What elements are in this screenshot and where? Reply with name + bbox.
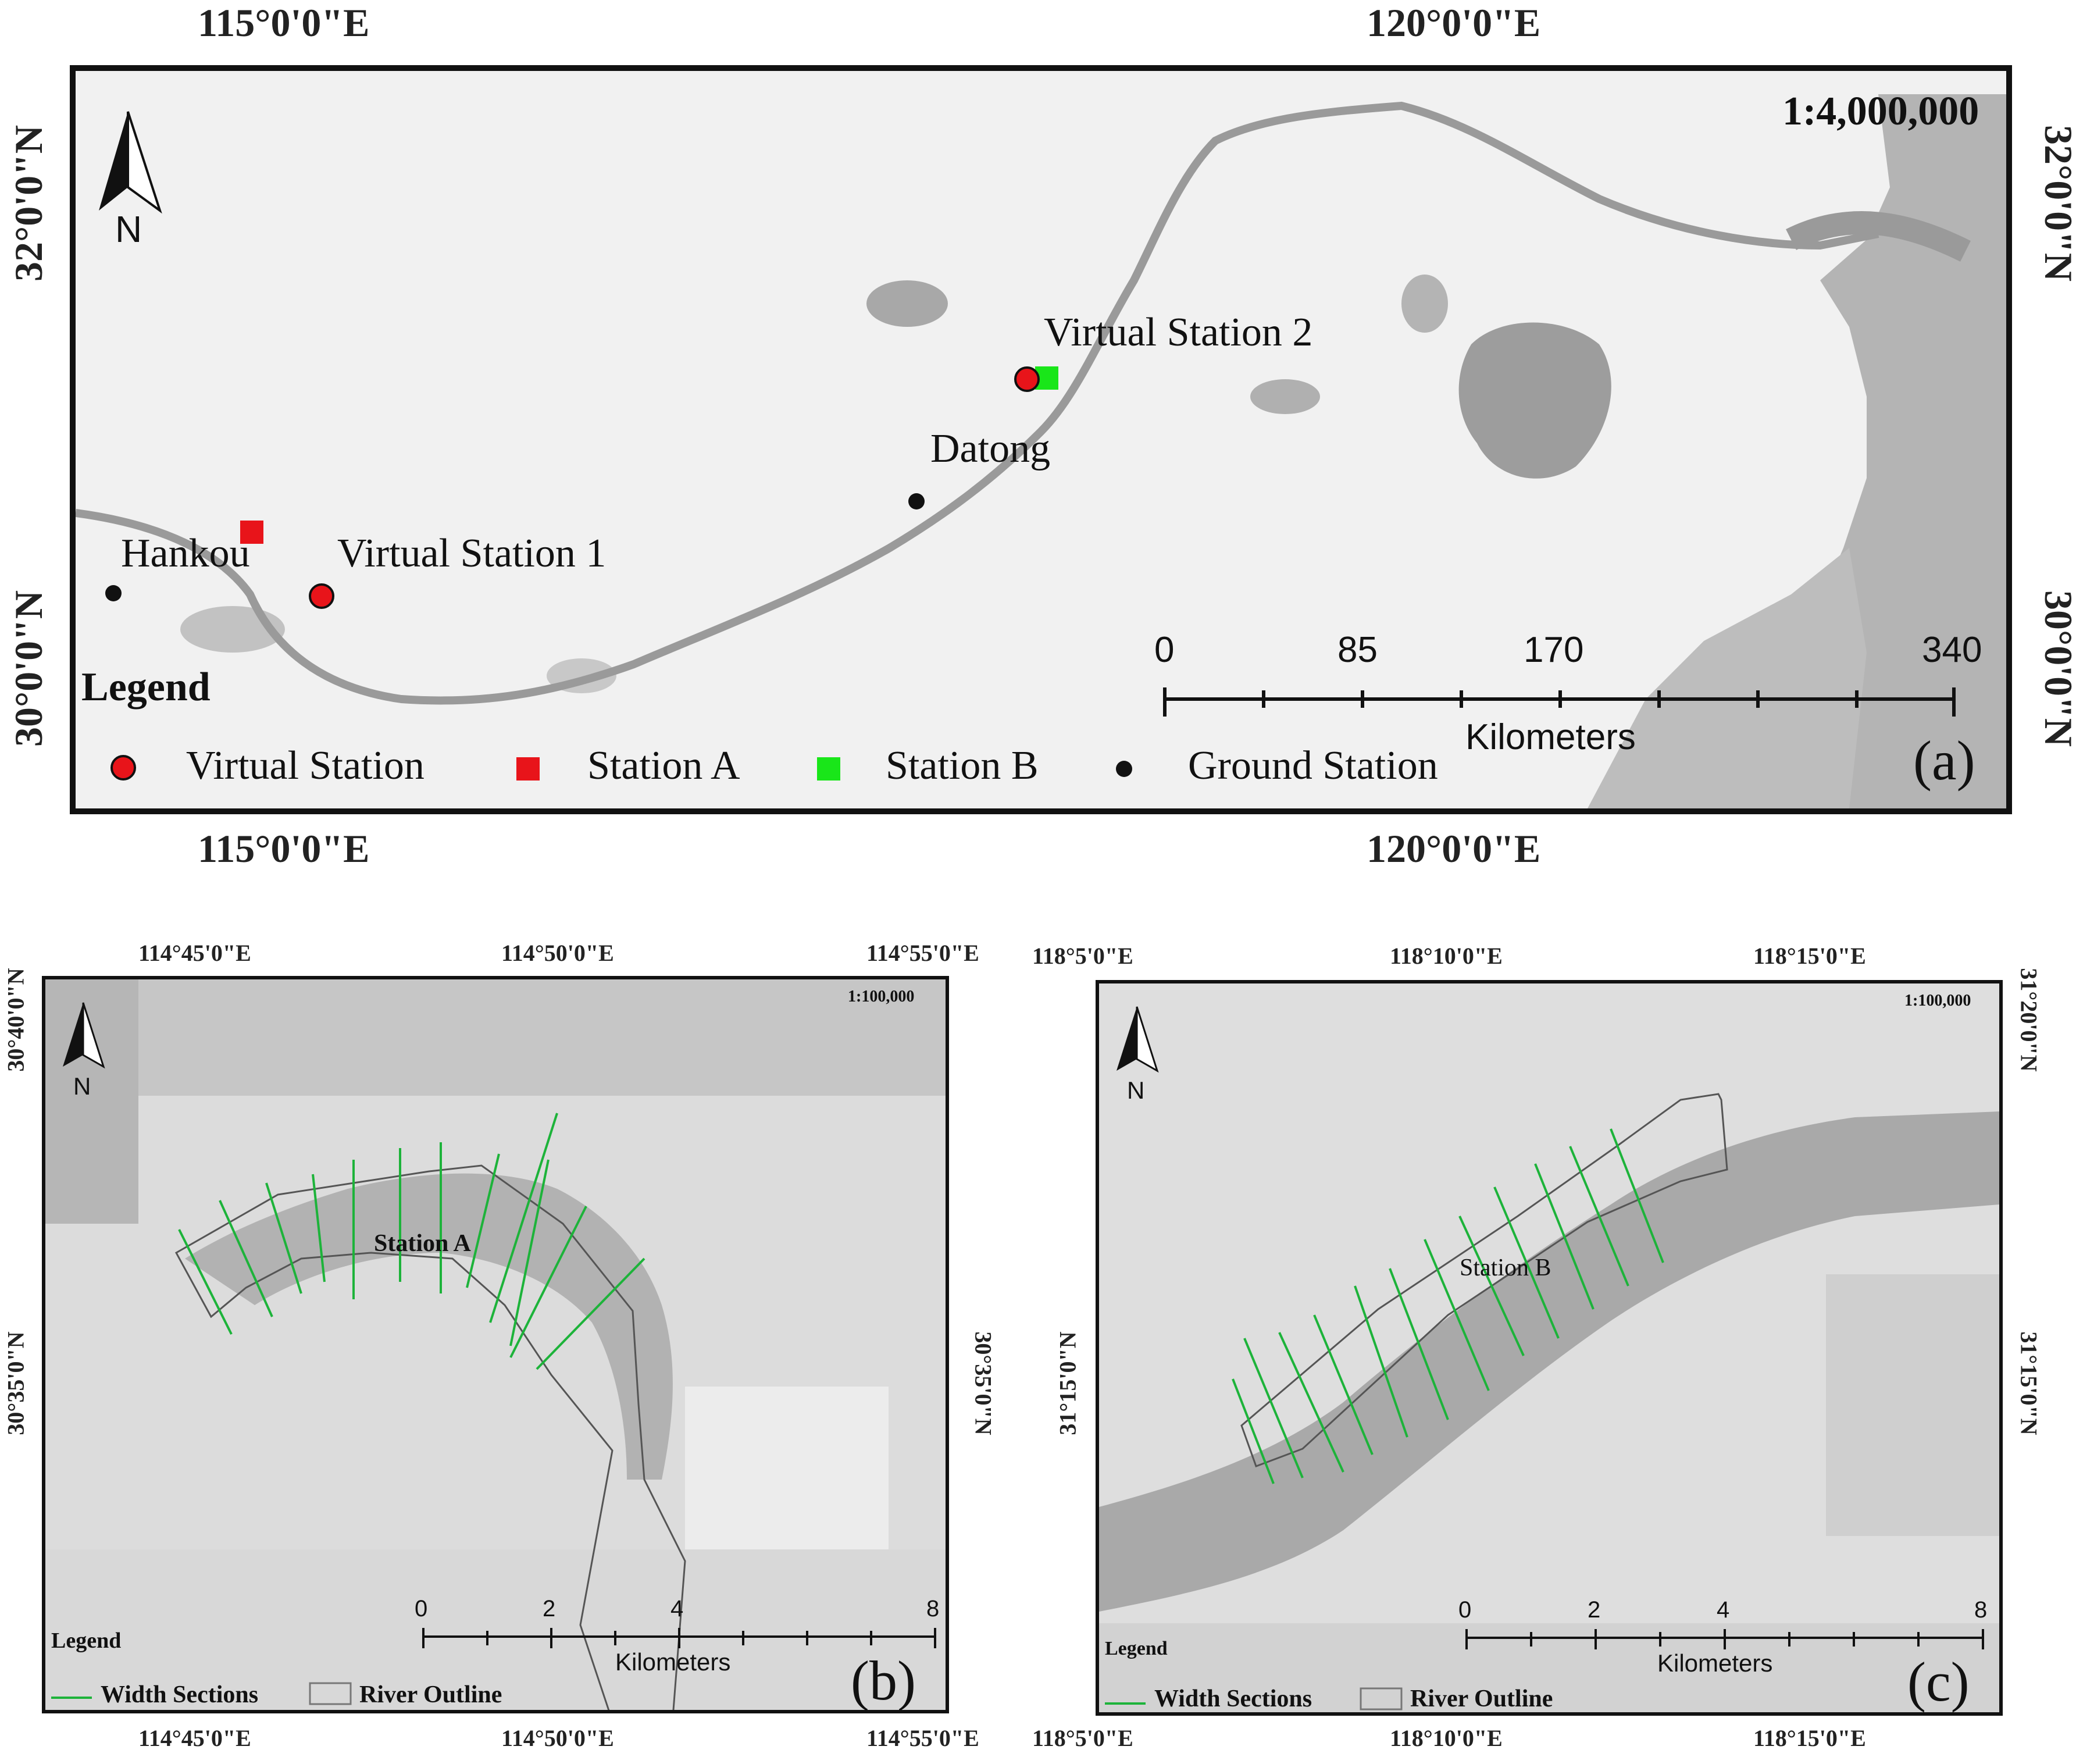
station-a-label: Station A: [374, 1230, 471, 1257]
c-lat-right-2: 31°15'0"N: [2016, 1331, 2042, 1435]
lon-label-bottom-120: 120°0'0"E: [1367, 826, 1541, 871]
legend-item-width-sections-c: Width Sections: [1154, 1685, 1312, 1712]
river-outline-b: [174, 1164, 686, 1710]
panel-label-c: (c): [1907, 1651, 1970, 1713]
panel-a-map: 1:4,000,000 N Virtual Station 2 Datong H…: [70, 65, 2012, 814]
north-label-c: N: [1127, 1077, 1145, 1104]
legend-item-ground-station: Ground Station: [1188, 743, 1438, 788]
scalebar-c: [1465, 1629, 1984, 1649]
legend-item-river-outline-b: River Outline: [359, 1681, 502, 1708]
legend-item-river-outline-c: River Outline: [1410, 1685, 1553, 1712]
datong-marker: [908, 493, 925, 509]
north-arrow-icon-a: [99, 111, 162, 214]
c-lon-top-1: 118°5'0"E: [1032, 943, 1133, 969]
legend-item-width-sections-b: Width Sections: [101, 1681, 259, 1708]
legend-river-outline-icon-c: [1360, 1687, 1403, 1710]
north-label-a: N: [115, 208, 142, 250]
legend-station-a-icon: [516, 757, 540, 781]
b-lon-top-3: 114°55'0"E: [866, 940, 979, 966]
river-outline-c: [1240, 1093, 1728, 1467]
north-label-b: N: [73, 1072, 91, 1100]
b-lat-left-2: 30°35'0"N: [2, 1331, 29, 1435]
panel-b-basemap: [45, 979, 946, 1710]
b-lon-top-1: 114°45'0"E: [138, 940, 251, 966]
panel-a-basemap: [76, 71, 2006, 808]
station-b-label: Station B: [1460, 1255, 1551, 1281]
c-lon-bottom-2: 118°10'0"E: [1390, 1725, 1503, 1751]
panel-c-map: 1:100,000 N Station B Legend Width Secti…: [1096, 980, 2003, 1716]
hankou-marker: [105, 585, 122, 601]
virtual-station-2-label: Virtual Station 2: [1044, 310, 1313, 355]
panel-label-a: (a): [1913, 729, 1975, 792]
c-lon-bottom-3: 118°15'0"E: [1753, 1725, 1866, 1751]
width-sections-b: [178, 1113, 645, 1370]
virtual-station-2-marker: [1014, 366, 1040, 392]
scalebar-a: [1163, 687, 1956, 717]
scalebar-b: [422, 1628, 936, 1648]
scalebar-c-unit: Kilometers: [1657, 1649, 1773, 1677]
scalebar-c-tick-8: 8: [1974, 1597, 1988, 1623]
b-lon-bottom-3: 114°55'0"E: [866, 1725, 979, 1751]
scale-ratio-a: 1:4,000,000: [1782, 89, 1979, 134]
b-lon-bottom-1: 114°45'0"E: [138, 1725, 251, 1751]
c-lat-left-2: 31°15'0"N: [1054, 1331, 1081, 1435]
b-lon-top-2: 114°50'0"E: [501, 940, 614, 966]
scalebar-b-tick-0: 0: [415, 1596, 428, 1622]
lon-label-bottom-115: 115°0'0"E: [198, 826, 370, 871]
lon-label-top-120: 120°0'0"E: [1367, 1, 1541, 45]
legend-title-c: Legend: [1105, 1638, 1168, 1659]
virtual-station-1-label: Virtual Station 1: [337, 531, 607, 576]
scalebar-c-tick-2: 2: [1588, 1597, 1601, 1623]
scalebar-c-tick-4: 4: [1717, 1597, 1730, 1623]
legend-item-station-b: Station B: [886, 743, 1039, 788]
legend-station-b-icon: [817, 757, 840, 781]
c-lon-top-3: 118°15'0"E: [1753, 943, 1866, 969]
scalebar-b-tick-4: 4: [670, 1596, 684, 1622]
c-lon-bottom-1: 118°5'0"E: [1032, 1725, 1133, 1751]
scalebar-a-unit: Kilometers: [1465, 717, 1636, 757]
c-lon-top-2: 118°10'0"E: [1390, 943, 1503, 969]
legend-item-virtual-station: Virtual Station: [186, 743, 425, 788]
lat-label-left-32: 32°0'0"N: [6, 125, 51, 281]
virtual-station-1-marker: [309, 583, 334, 609]
scalebar-b-unit: Kilometers: [615, 1648, 731, 1676]
hankou-label: Hankou: [121, 531, 250, 576]
station-a-marker: [240, 521, 263, 544]
legend-title-b: Legend: [51, 1628, 122, 1653]
legend-title-a: Legend: [81, 665, 211, 710]
scale-ratio-c: 1:100,000: [1904, 992, 1971, 1010]
legend-river-outline-icon-b: [309, 1682, 352, 1705]
lon-label-top-115: 115°0'0"E: [198, 1, 370, 45]
panel-b-map: 1:100,000 N Station A Legend Width Secti…: [42, 976, 949, 1713]
legend-item-station-a: Station A: [587, 743, 740, 788]
lat-label-right-30: 30°0'0"N: [2036, 590, 2076, 747]
scalebar-b-tick-8: 8: [926, 1596, 940, 1622]
width-sections-c: [1232, 1128, 1664, 1484]
lat-label-left-30: 30°0'0"N: [6, 590, 51, 747]
scalebar-a-tick-170: 170: [1524, 630, 1584, 670]
scalebar-a-tick-340: 340: [1922, 630, 1982, 670]
b-lat-left-1: 30°40'0"N: [2, 968, 29, 1072]
b-lon-bottom-2: 114°50'0"E: [501, 1725, 614, 1751]
datong-label: Datong: [930, 426, 1051, 471]
c-lat-right-1: 31°20'0"N: [2016, 968, 2042, 1072]
north-arrow-icon-c: [1117, 1006, 1159, 1073]
scalebar-c-tick-0: 0: [1458, 1597, 1472, 1623]
scalebar-a-tick-85: 85: [1337, 630, 1378, 670]
scale-ratio-b: 1:100,000: [848, 988, 915, 1006]
lat-label-right-32: 32°0'0"N: [2036, 125, 2076, 281]
panel-c-basemap: [1099, 983, 1999, 1712]
panel-label-b: (b): [851, 1649, 916, 1712]
scalebar-a-tick-0: 0: [1154, 630, 1175, 670]
legend-virtual-station-icon: [110, 755, 136, 781]
b-lat-right-2: 30°35'0"N: [970, 1331, 997, 1435]
scalebar-b-tick-2: 2: [543, 1596, 556, 1622]
legend-ground-station-icon: [1116, 761, 1132, 777]
north-arrow-icon-b: [63, 1002, 105, 1069]
